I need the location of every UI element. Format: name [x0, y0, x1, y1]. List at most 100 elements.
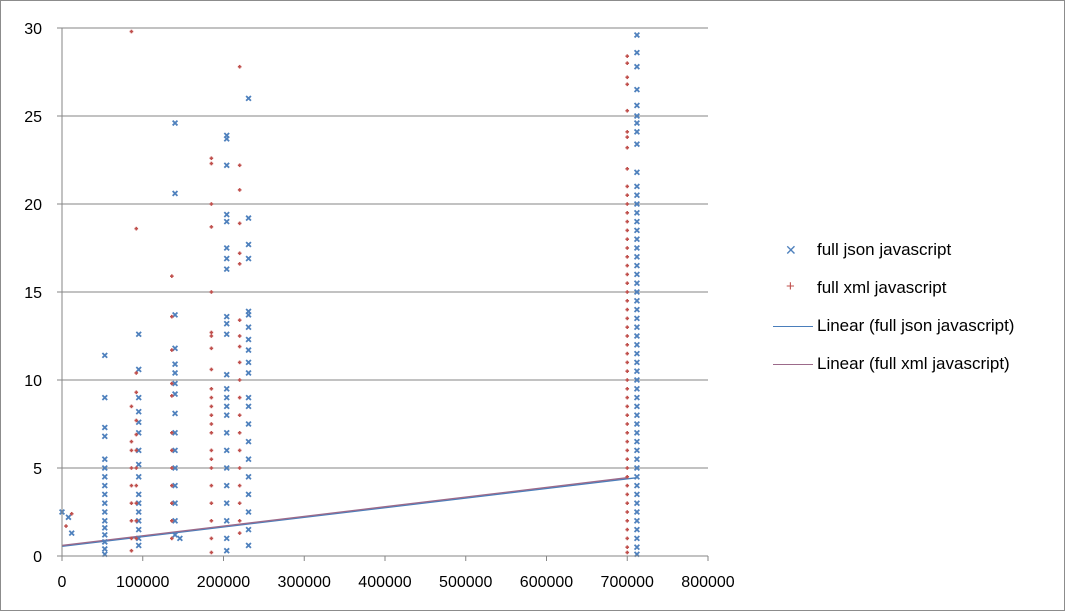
data-point-xml	[129, 448, 134, 453]
data-point-xml	[134, 466, 139, 470]
data-point-json	[633, 102, 640, 109]
data-point-xml	[625, 228, 630, 233]
data-point-xml	[209, 156, 214, 161]
data-point-xml	[237, 466, 242, 470]
data-point-json	[633, 324, 640, 331]
data-point-xml	[129, 483, 134, 488]
data-point-xml	[134, 519, 139, 523]
data-point-json	[223, 162, 230, 169]
data-point-xml	[129, 501, 134, 505]
data-point-json	[633, 438, 640, 445]
data-point-json	[135, 331, 142, 338]
x-tick-label: 0	[58, 574, 67, 591]
data-point-xml	[170, 483, 174, 488]
data-point-xml	[170, 348, 174, 352]
data-point-xml	[237, 188, 242, 192]
data-point-json	[101, 538, 108, 545]
data-point-xml	[209, 413, 214, 417]
data-point-xml	[129, 29, 134, 34]
data-point-xml	[625, 422, 630, 426]
data-point-json	[223, 547, 230, 554]
y-tick-label: 30	[24, 21, 42, 38]
data-point-xml	[134, 226, 139, 231]
data-point-xml	[625, 501, 630, 505]
data-point-xml	[209, 290, 214, 294]
data-point-json	[101, 456, 108, 463]
data-point-json	[223, 320, 230, 327]
data-point-json	[245, 456, 252, 463]
data-point-xml	[237, 344, 242, 349]
data-point-xml	[625, 237, 630, 241]
data-point-xml	[625, 184, 630, 189]
data-point-json	[633, 297, 640, 304]
data-point-xml	[170, 448, 174, 453]
data-point-json	[172, 410, 179, 417]
data-point-json	[101, 424, 108, 431]
data-point-xml	[129, 466, 134, 470]
data-point-xml	[625, 145, 630, 150]
data-point-json	[223, 266, 230, 273]
data-point-xml	[625, 457, 630, 461]
data-point-xml	[209, 395, 214, 400]
data-point-xml	[625, 281, 630, 285]
data-point-json	[633, 350, 640, 357]
data-point-json	[633, 394, 640, 401]
data-point-json	[135, 473, 142, 480]
data-point-xml	[625, 413, 630, 417]
data-point-xml	[209, 431, 214, 435]
data-point-json	[245, 420, 252, 428]
data-point-json	[101, 473, 108, 480]
data-point-xml	[237, 360, 242, 365]
x-tick-label: 600000	[520, 574, 573, 591]
data-point-xml	[625, 135, 630, 139]
data-point-json	[223, 517, 230, 524]
xml-series	[64, 29, 630, 555]
x-tick-label: 700000	[601, 574, 654, 591]
data-point-xml	[625, 431, 630, 435]
data-point-xml	[237, 531, 242, 535]
data-point-xml	[237, 431, 242, 435]
data-point-json	[172, 361, 179, 368]
data-point-xml	[170, 431, 174, 435]
data-point-xml	[625, 545, 630, 549]
data-point-xml	[134, 418, 139, 423]
json-trendline-icon	[771, 316, 813, 336]
data-point-xml	[237, 262, 242, 266]
data-point-xml	[134, 432, 139, 437]
data-point-xml	[625, 272, 630, 277]
data-point-json	[135, 517, 142, 524]
data-point-json	[172, 482, 179, 489]
data-point-json	[245, 255, 252, 262]
data-point-json	[101, 394, 108, 401]
data-point-xml	[209, 404, 214, 409]
legend-label: Linear (full json javascript)	[817, 316, 1015, 335]
data-point-xml	[209, 519, 214, 523]
data-point-json	[223, 331, 230, 338]
data-point-json	[172, 464, 179, 472]
data-point-json	[245, 95, 252, 102]
data-point-json	[101, 491, 108, 498]
data-point-json	[172, 429, 179, 436]
data-point-xml	[625, 316, 630, 321]
data-point-json	[101, 508, 108, 516]
data-point-json	[633, 86, 640, 93]
data-point-json	[633, 192, 640, 199]
data-point-json	[633, 535, 640, 542]
data-point-xml	[134, 483, 139, 488]
data-point-json	[172, 531, 179, 538]
data-point-xml	[170, 274, 174, 278]
data-point-json	[633, 464, 640, 472]
data-point-xml	[625, 334, 630, 338]
data-point-json	[223, 218, 230, 225]
data-point-json	[633, 169, 640, 176]
data-point-xml	[134, 390, 139, 395]
data-point-json	[633, 429, 640, 436]
data-point-xml	[209, 330, 214, 335]
axes	[57, 27, 709, 561]
data-point-json	[633, 200, 640, 208]
data-point-xml	[625, 219, 630, 224]
data-point-xml	[237, 64, 242, 69]
data-point-xml	[625, 395, 630, 400]
